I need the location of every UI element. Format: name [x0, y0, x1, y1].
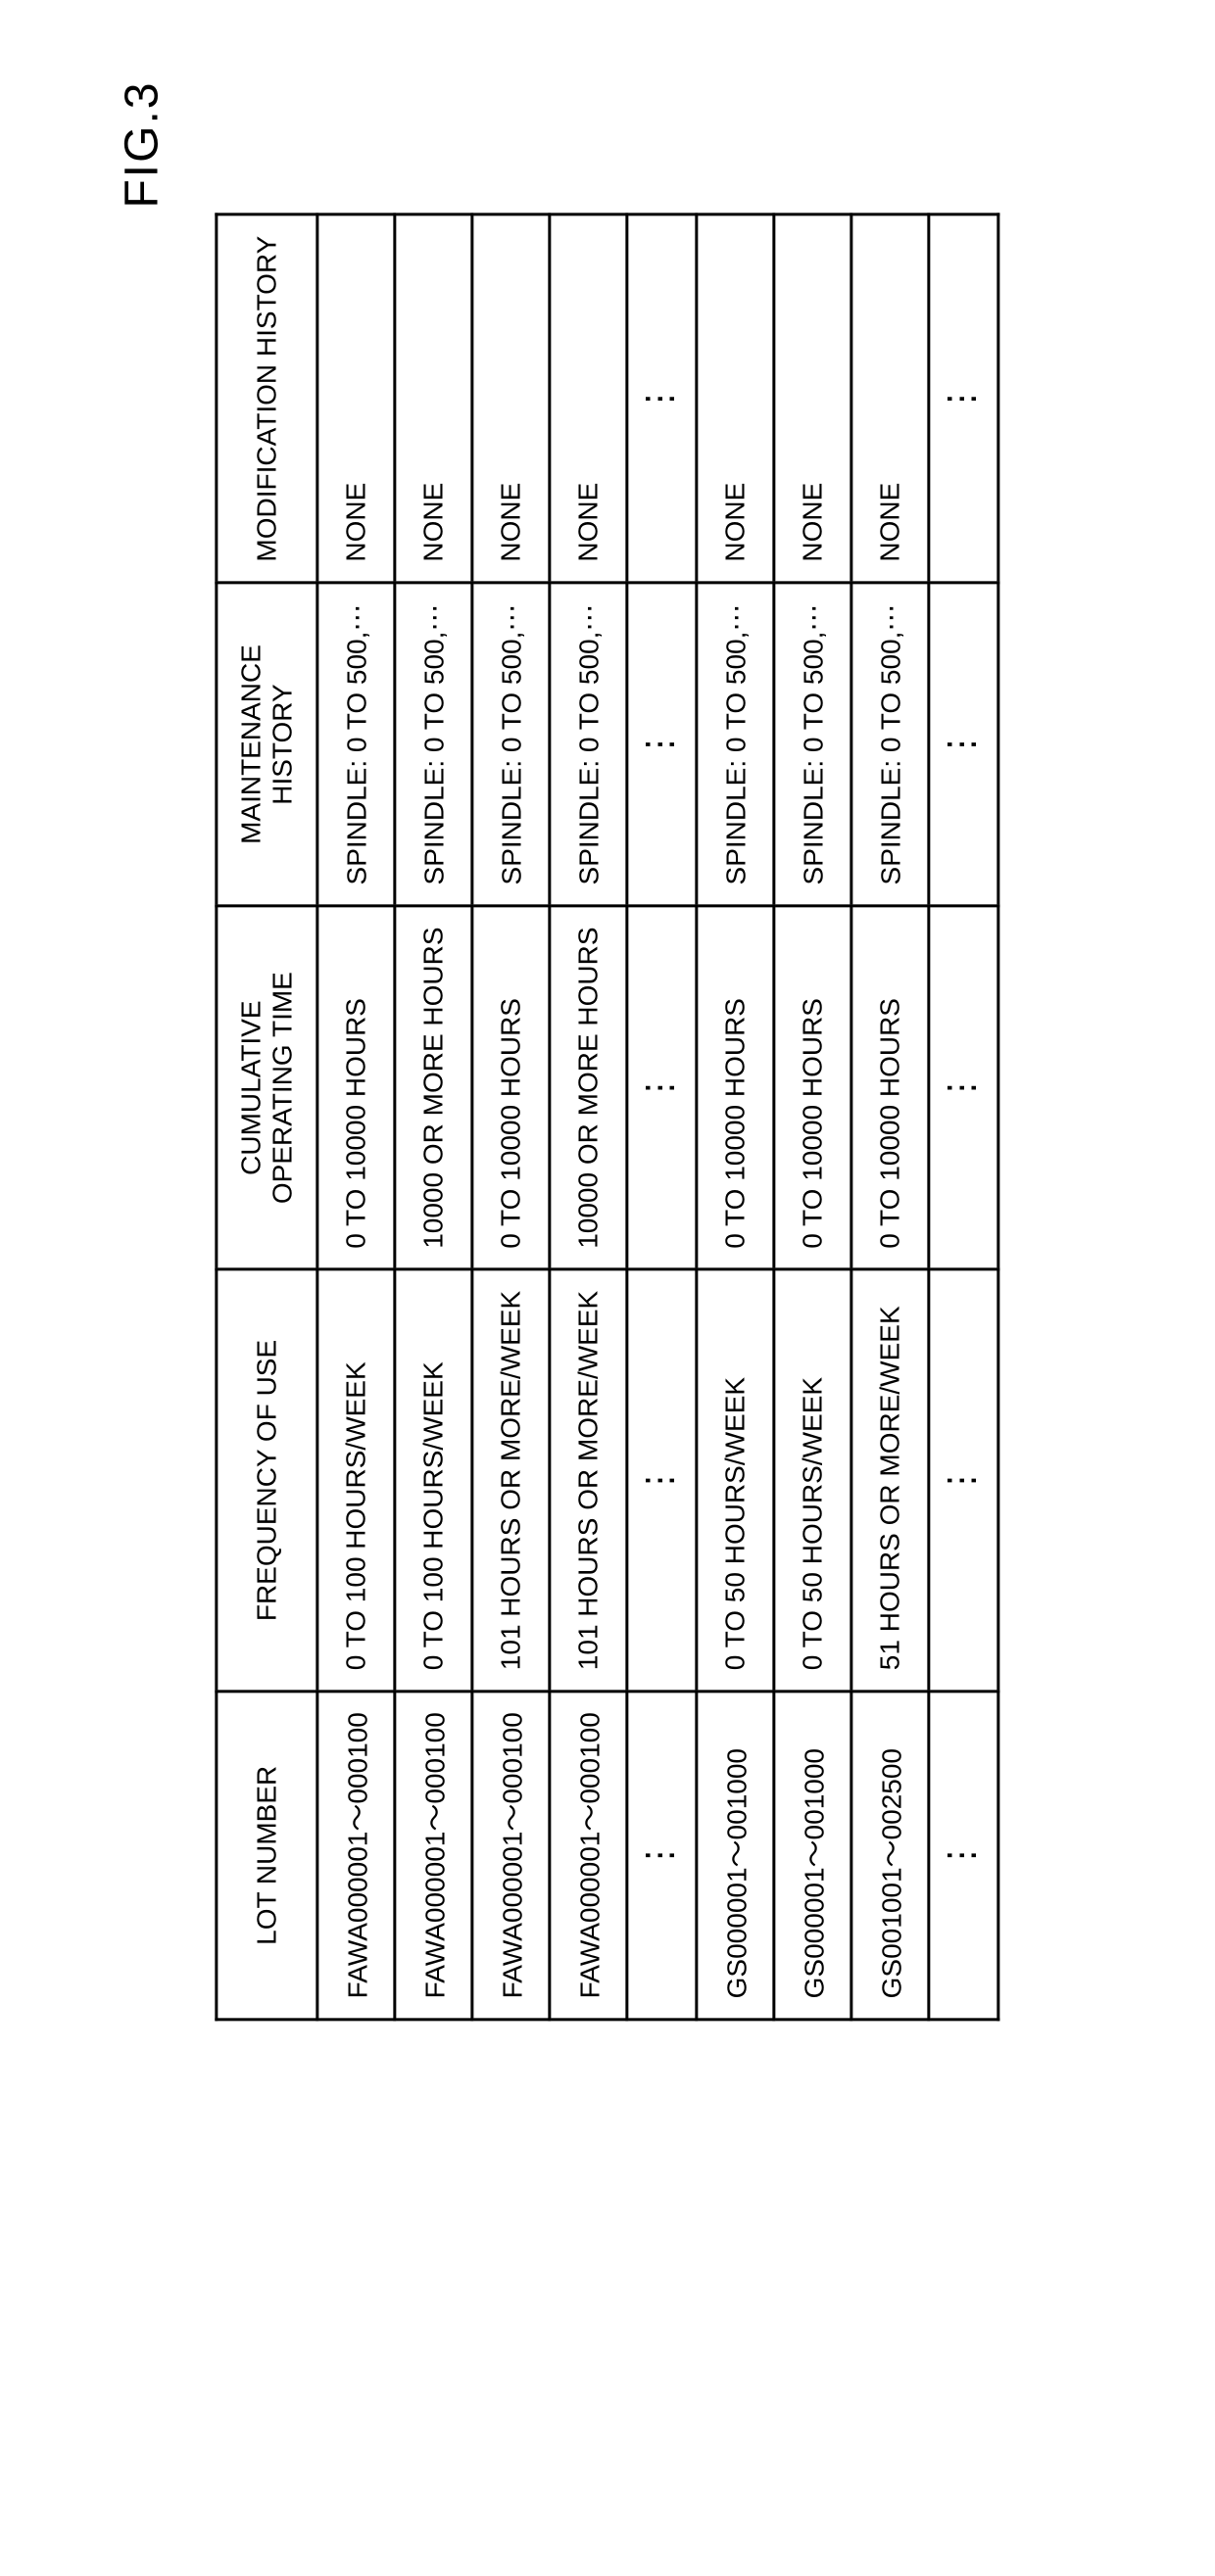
cell-mod: NONE — [851, 215, 929, 583]
table-row: FAWA000001～000100 0 TO 100 HOURS/WEEK 0 … — [317, 215, 395, 2020]
cell-freq: 51 HOURS OR MORE/WEEK — [851, 1269, 929, 1691]
ellipsis-cell: ⋮ — [627, 906, 697, 1269]
vdots-icon: ⋮ — [955, 1837, 968, 1873]
cell-lot: FAWA000001～000100 — [550, 1692, 627, 2020]
header-frequency: FREQUENCY OF USE — [217, 1269, 317, 1691]
cell-cumul: 0 TO 10000 HOURS — [851, 906, 929, 1269]
cell-maint: SPINDLE: 0 TO 500,⋯ — [774, 583, 851, 906]
cell-lot: GS000001～001000 — [697, 1692, 774, 2020]
vdots-icon: ⋮ — [955, 1071, 968, 1106]
cell-maint: SPINDLE: 0 TO 500,⋯ — [697, 583, 774, 906]
cell-lot: FAWA000001～000100 — [472, 1692, 550, 2020]
table-header-row: LOT NUMBER FREQUENCY OF USE CUMULATIVEOP… — [217, 215, 317, 2020]
cell-cumul: 10000 OR MORE HOURS — [395, 906, 472, 1269]
cell-mod: NONE — [472, 215, 550, 583]
header-cumulative-line1: CUMULATIVE — [236, 1000, 267, 1174]
header-maint-line2: HISTORY — [267, 684, 298, 804]
header-cumulative: CUMULATIVEOPERATING TIME — [217, 906, 317, 1269]
cell-freq: 101 HOURS OR MORE/WEEK — [550, 1269, 627, 1691]
vdots-icon: ⋮ — [654, 1071, 666, 1106]
ellipsis-cell: ⋮ — [627, 583, 697, 906]
vdots-icon: ⋮ — [654, 727, 666, 762]
ellipsis-cell: ⋮ — [929, 906, 998, 1269]
cell-cumul: 0 TO 10000 HOURS — [697, 906, 774, 1269]
ellipsis-cell: ⋮ — [929, 1692, 998, 2020]
cell-lot: FAWA000001～000100 — [317, 1692, 395, 2020]
vdots-icon: ⋮ — [654, 1463, 666, 1499]
cell-mod: NONE — [550, 215, 627, 583]
cell-freq: 0 TO 100 HOURS/WEEK — [395, 1269, 472, 1691]
ellipsis-cell: ⋮ — [929, 215, 998, 583]
data-table: LOT NUMBER FREQUENCY OF USE CUMULATIVEOP… — [216, 214, 1000, 2022]
cell-mod: NONE — [697, 215, 774, 583]
ellipsis-cell: ⋮ — [627, 215, 697, 583]
cell-freq: 0 TO 50 HOURS/WEEK — [697, 1269, 774, 1691]
header-maintenance: MAINTENANCEHISTORY — [217, 583, 317, 906]
ellipsis-cell: ⋮ — [929, 583, 998, 906]
table-row: FAWA000001～000100 0 TO 100 HOURS/WEEK 10… — [395, 215, 472, 2020]
vdots-icon: ⋮ — [654, 1837, 666, 1873]
table-row: GS000001～001000 0 TO 50 HOURS/WEEK 0 TO … — [697, 215, 774, 2020]
header-maint-line1: MAINTENANCE — [236, 644, 267, 844]
cell-maint: SPINDLE: 0 TO 500,⋯ — [550, 583, 627, 906]
header-cumulative-line2: OPERATING TIME — [267, 972, 298, 1204]
cell-cumul: 0 TO 10000 HOURS — [774, 906, 851, 1269]
cell-cumul: 0 TO 10000 HOURS — [472, 906, 550, 1269]
cell-freq: 101 HOURS OR MORE/WEEK — [472, 1269, 550, 1691]
cell-maint: SPINDLE: 0 TO 500,⋯ — [472, 583, 550, 906]
header-modification: MODIFICATION HISTORY — [217, 215, 317, 583]
table-row: FAWA000001～000100 101 HOURS OR MORE/WEEK… — [550, 215, 627, 2020]
ellipsis-cell: ⋮ — [627, 1692, 697, 2020]
table-row: FAWA000001～000100 101 HOURS OR MORE/WEEK… — [472, 215, 550, 2020]
cell-lot: GS001001～002500 — [851, 1692, 929, 2020]
cell-lot: GS000001～001000 — [774, 1692, 851, 2020]
vdots-icon: ⋮ — [654, 381, 666, 416]
cell-lot: FAWA000001～000100 — [395, 1692, 472, 2020]
cell-maint: SPINDLE: 0 TO 500,⋯ — [317, 583, 395, 906]
table-body: FAWA000001～000100 0 TO 100 HOURS/WEEK 0 … — [317, 215, 998, 2020]
cell-cumul: 0 TO 10000 HOURS — [317, 906, 395, 1269]
cell-cumul: 10000 OR MORE HOURS — [550, 906, 627, 1269]
ellipsis-cell: ⋮ — [929, 1269, 998, 1691]
table-row: GS001001～002500 51 HOURS OR MORE/WEEK 0 … — [851, 215, 929, 2020]
table-row-ellipsis: ⋮ ⋮ ⋮ ⋮ ⋮ — [929, 215, 998, 2020]
figure-label: FIG.3 — [116, 80, 170, 208]
cell-maint: SPINDLE: 0 TO 500,⋯ — [395, 583, 472, 906]
cell-mod: NONE — [317, 215, 395, 583]
ellipsis-cell: ⋮ — [627, 1269, 697, 1691]
table-row: GS000001～001000 0 TO 50 HOURS/WEEK 0 TO … — [774, 215, 851, 2020]
vdots-icon: ⋮ — [955, 727, 968, 762]
cell-freq: 0 TO 50 HOURS/WEEK — [774, 1269, 851, 1691]
cell-mod: NONE — [774, 215, 851, 583]
cell-maint: SPINDLE: 0 TO 500,⋯ — [851, 583, 929, 906]
vdots-icon: ⋮ — [955, 1463, 968, 1499]
table-container: LOT NUMBER FREQUENCY OF USE CUMULATIVEOP… — [216, 214, 1000, 2022]
table-row-ellipsis: ⋮ ⋮ ⋮ ⋮ ⋮ — [627, 215, 697, 2020]
header-lot-number: LOT NUMBER — [217, 1692, 317, 2020]
cell-mod: NONE — [395, 215, 472, 583]
vdots-icon: ⋮ — [955, 381, 968, 416]
cell-freq: 0 TO 100 HOURS/WEEK — [317, 1269, 395, 1691]
